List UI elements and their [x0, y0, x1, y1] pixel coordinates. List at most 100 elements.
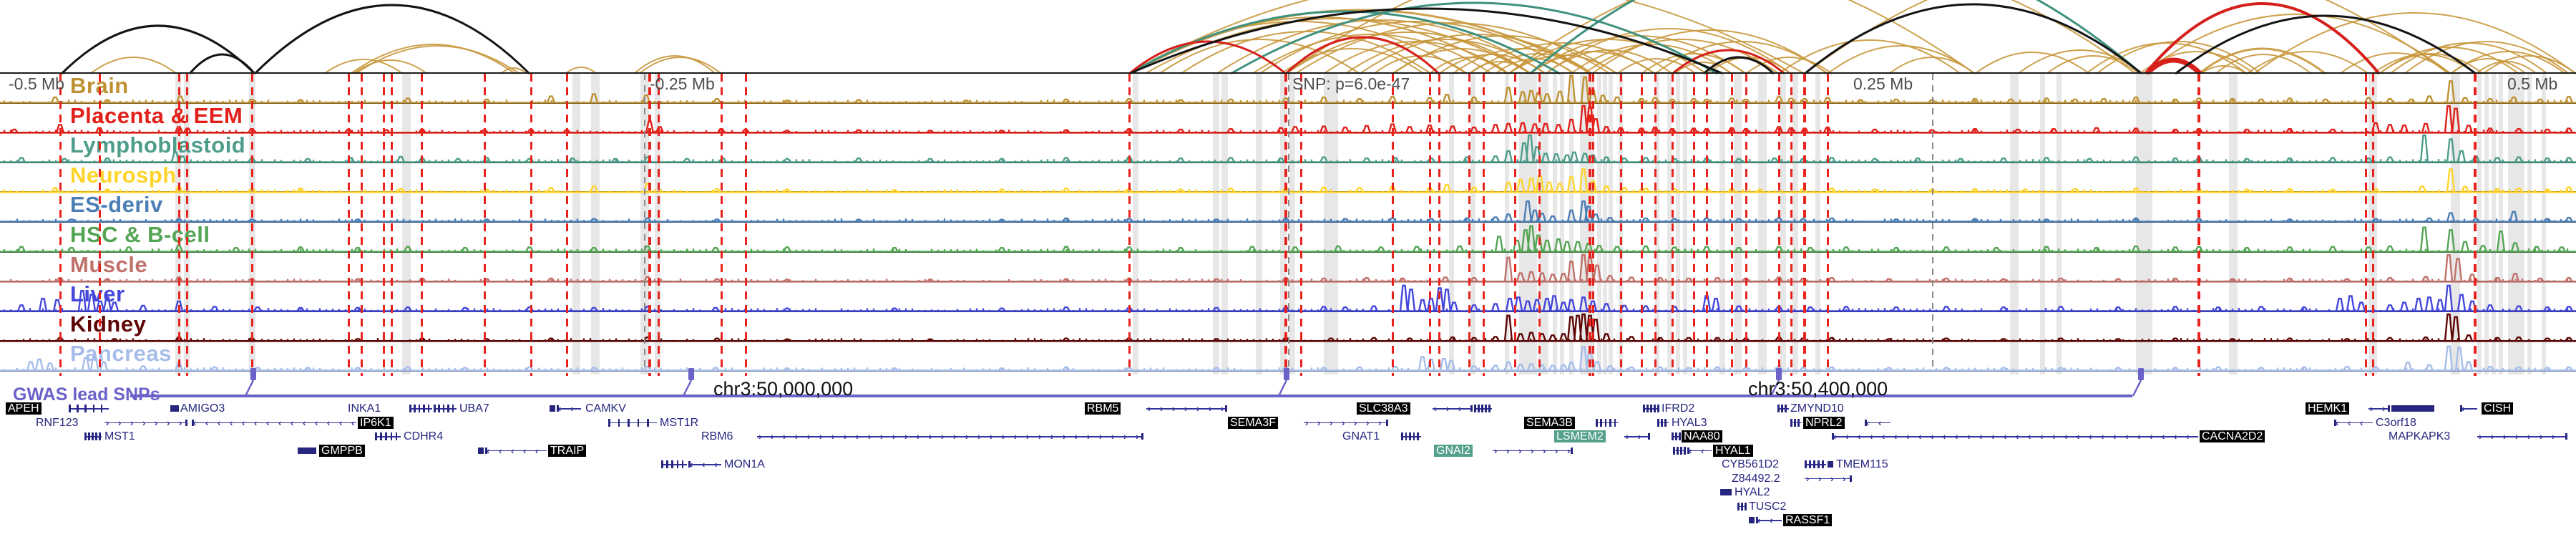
- lead-snp-tick[interactable]: [250, 368, 256, 380]
- snp-dashed-line: [98, 74, 101, 376]
- gene-APEH[interactable]: APEH: [0, 402, 2576, 415]
- gene-GMPPB[interactable]: GMPPB: [0, 444, 2576, 458]
- lead-snp-tick[interactable]: [2138, 368, 2144, 380]
- gene-CYB561D2[interactable]: CYB561D2: [0, 458, 2576, 471]
- gene-RNF123[interactable]: RNF123 › › › › › › ›: [0, 417, 2576, 430]
- lead-snp-tick[interactable]: [1776, 368, 1782, 380]
- snp-dashed-line: [565, 74, 568, 376]
- interaction-arc: [2145, 57, 2202, 76]
- interaction-arc: [1392, 35, 1618, 74]
- gene-HYAL3[interactable]: HYAL3: [0, 417, 2576, 430]
- gene-RBM6[interactable]: RBM6 › › › › › › › › › › › › › › › › › › › › › › › › › › › › › › › ›: [0, 430, 2576, 443]
- snp-dashed-line: [1803, 74, 1806, 376]
- track-label: ES-deriv: [70, 192, 163, 218]
- interaction-arc: [1641, 53, 1747, 74]
- highlight-band: [1655, 74, 1659, 374]
- gene-CISH[interactable]: CISH ‹: [0, 402, 2576, 415]
- lead-snp-tick[interactable]: [688, 368, 694, 380]
- gene-TUSC2[interactable]: TUSC2: [0, 500, 2576, 513]
- gene-label: CAMKV: [585, 402, 626, 415]
- gene-C3orf18[interactable]: C3orf18 ‹ ‹ ‹: [0, 417, 2576, 430]
- gene-SEMA3B[interactable]: SEMA3B: [0, 416, 2576, 430]
- gene-left-arrows: ‹ ‹: [1756, 515, 1782, 526]
- highlight-band: [1280, 74, 1287, 374]
- gene-line: [1865, 422, 1890, 424]
- interaction-arc: [1583, 39, 1780, 74]
- gene-label: GNAT1: [1342, 430, 1380, 442]
- snp-dashed-line: [1745, 74, 1747, 376]
- gene-MAPKAPK3[interactable]: MAPKAPK3 › › › › › › ›: [0, 430, 2576, 443]
- interaction-arc: [1373, 55, 1468, 74]
- lead-snp-callout-line: [244, 379, 255, 397]
- highlight-band: [1553, 74, 1557, 374]
- ruler-gridline: [644, 74, 645, 372]
- gene-MST1R[interactable]: MST1R: [0, 417, 2576, 430]
- gene-Z84492.2[interactable]: Z84492.2 › › › ›: [0, 473, 2576, 485]
- gene-GNAI2[interactable]: GNAI2 › › › › › › ›: [0, 444, 2576, 458]
- gene-CAMKV[interactable]: CAMKV ‹ ‹: [0, 402, 2576, 415]
- gene-label: C3orf18: [2376, 416, 2416, 429]
- tracks-top-border: [0, 72, 2576, 74]
- gene-line: [104, 422, 187, 424]
- gene-HYAL1[interactable]: HYAL1 ‹ ‹: [0, 444, 2576, 458]
- gene-TMEM115[interactable]: TMEM115: [0, 458, 2576, 471]
- gene-RASSF1[interactable]: RASSF1 ‹ ‹: [0, 514, 2576, 527]
- gene-HEMK1[interactable]: HEMK1 › ›: [0, 402, 2576, 415]
- gene-label: HYAL2: [1735, 486, 1770, 498]
- gene-AMIGO3[interactable]: AMIGO3: [0, 402, 2576, 415]
- highlight-band: [1324, 74, 1338, 374]
- gene-CACNA2D2[interactable]: CACNA2D2 ‹ ‹ ‹ ‹ ‹ ‹ ‹ ‹ ‹ ‹ ‹ ‹ ‹ ‹ ‹ ‹ ‹ ‹ ‹ ‹ ‹ ‹ ‹ ‹ ‹ ‹ ‹ ‹ ‹ ‹: [0, 430, 2576, 443]
- gene-RBM5[interactable]: RBM5 › › › › › › ›: [0, 402, 2576, 415]
- gene-MON1A[interactable]: MON1A ‹ ‹ ‹: [0, 458, 2576, 471]
- interaction-arc: [355, 45, 520, 74]
- gene-SEMA3F[interactable]: SEMA3F › › › › › › ›: [0, 416, 2576, 430]
- gene-label: GMPPB: [319, 444, 365, 457]
- gene-SLC38A3[interactable]: SLC38A3 › › ›: [0, 402, 2576, 415]
- coordinate-label: chr3:50,000,000: [713, 378, 854, 400]
- gene-line: [757, 436, 1143, 437]
- gene-CDHR4[interactable]: CDHR4: [0, 430, 2576, 443]
- snp-dashed-line: [1391, 74, 1394, 376]
- gene-NPRL2[interactable]: NPRL2 ‹ ‹: [0, 416, 2576, 430]
- gene-label: UBA7: [459, 402, 489, 415]
- gene-HYAL2[interactable]: HYAL2: [0, 486, 2576, 499]
- gene-UBA7[interactable]: UBA7: [0, 402, 2576, 415]
- gene-right-arrows: › › ›: [1433, 403, 1473, 414]
- snp-dashed-line: [420, 74, 423, 376]
- gene-line: [1832, 436, 2198, 437]
- gene-left-arrows: ‹ ‹ ‹: [688, 459, 721, 470]
- gene-right-arrows: › ›: [1624, 431, 1650, 442]
- gene-GNAT1[interactable]: GNAT1: [0, 430, 2576, 443]
- gene-label: TUSC2: [1749, 500, 1787, 513]
- gene-ZMYND10[interactable]: ZMYND10: [0, 402, 2576, 415]
- snp-dashed-line: [2474, 74, 2477, 376]
- interaction-arc: [1545, 28, 1792, 74]
- gene-NAA80[interactable]: NAA80: [0, 430, 2576, 443]
- snp-dashed-line: [382, 74, 385, 376]
- gene-IP6K1[interactable]: IP6K1 ‹ ‹ ‹ ‹ ‹ ‹ ‹ ‹ ‹ ‹ ‹ ‹ ‹ ‹: [0, 416, 2576, 430]
- interaction-arc: [350, 44, 516, 74]
- gene-IFRD2[interactable]: IFRD2: [0, 402, 2576, 415]
- snp-dashed-line: [185, 74, 188, 376]
- gene-INKA1[interactable]: INKA1: [0, 402, 2576, 415]
- lead-snp-tick[interactable]: [1284, 368, 1289, 380]
- interaction-arc: [1672, 49, 1785, 75]
- highlight-band: [2508, 74, 2524, 374]
- interaction-arc: [2198, 47, 2326, 75]
- lead-snp-callout-line: [1770, 379, 1780, 397]
- gene-exon-line: [608, 422, 657, 423]
- gene-exon-line: [1596, 422, 1619, 423]
- track-label: Pancreas: [70, 341, 172, 367]
- gene-TRAIP[interactable]: TRAIP ‹ ‹ ‹ ‹ ‹: [0, 444, 2576, 458]
- highlight-band: [2527, 74, 2532, 374]
- gene-label: RBM6: [701, 430, 733, 442]
- highlight-band: [1676, 74, 1680, 374]
- gene-exon-line: [1401, 436, 1421, 437]
- gene-exon-block: [550, 405, 555, 412]
- gene-line: [192, 422, 356, 424]
- gene-LSMEM2[interactable]: LSMEM2 › ›: [0, 430, 2576, 443]
- lead-snp-callout-line: [2132, 379, 2142, 397]
- gene-MST1[interactable]: MST1: [0, 430, 2576, 443]
